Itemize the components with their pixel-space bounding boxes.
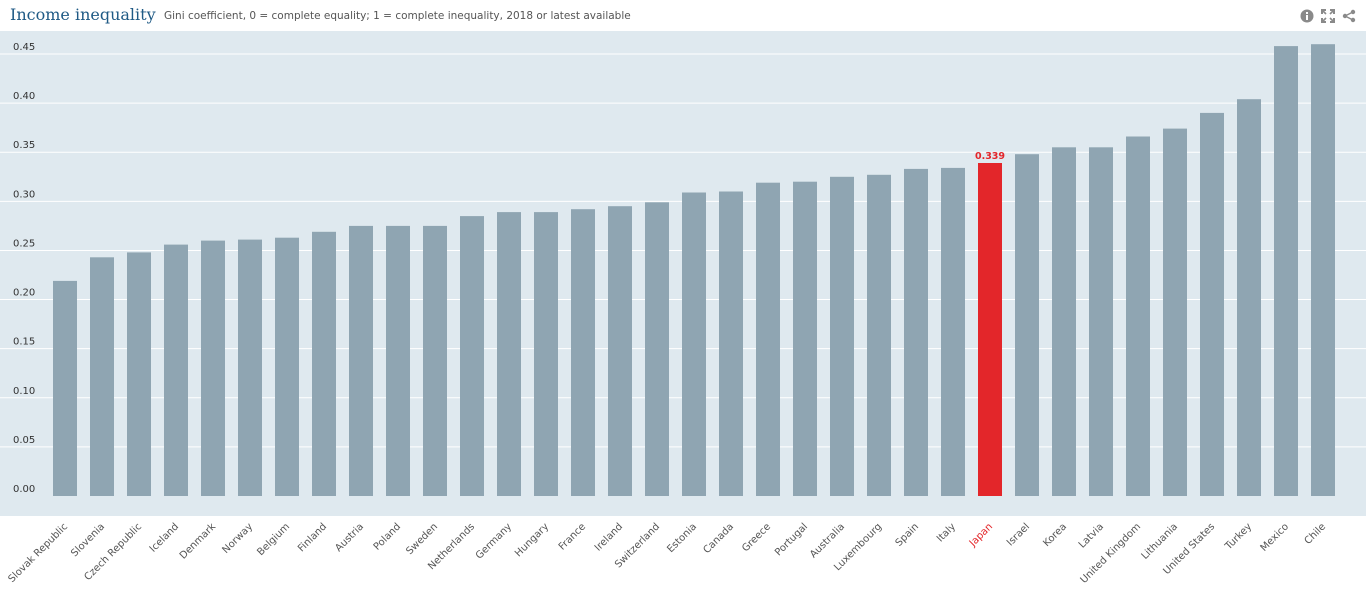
x-tick-label: Belgium: [255, 521, 292, 558]
x-tick-label: Ireland: [593, 521, 625, 553]
bar: [201, 240, 225, 496]
bar: [349, 225, 373, 496]
bar: [1274, 46, 1298, 496]
x-tick-label: Slovak Republic: [6, 521, 70, 585]
bar-chart: 0.00 0.05 0.10 0.15 0.20 0.25 0.30 0.35 0.40 0.45…: [0, 31, 1366, 586]
x-tick-label: Italy: [935, 521, 958, 544]
bar: [867, 174, 891, 497]
x-tick-label: Spain: [894, 521, 922, 549]
chart-toolbar: [1299, 8, 1356, 24]
bar: [312, 231, 336, 497]
info-icon[interactable]: [1299, 9, 1314, 24]
x-tick-label: Mexico: [1259, 521, 1291, 553]
x-tick-label: Australia: [808, 521, 847, 560]
bar: [1052, 147, 1076, 497]
x-tick-label: Sweden: [404, 521, 440, 557]
x-tick-label: Latvia: [1077, 521, 1106, 550]
bar: [793, 181, 817, 496]
x-tick-label: Canada: [701, 521, 736, 556]
x-tick-label: Japan: [967, 521, 995, 549]
bar: [571, 209, 595, 496]
chart-title: Income inequality: [10, 5, 156, 24]
y-tick-label: 0.45: [13, 42, 35, 53]
y-tick-label: 0.10: [13, 386, 35, 397]
x-tick-label: Austria: [333, 521, 366, 554]
x-tick-label: Estonia: [665, 521, 699, 555]
x-tick-label: Denmark: [178, 521, 218, 561]
x-tick-label: Iceland: [148, 521, 181, 554]
bar: [719, 191, 743, 496]
y-tick-label: 0.40: [13, 91, 35, 102]
chart-area: 0.00 0.05 0.10 0.15 0.20 0.25 0.30 0.35 0.40 0.45…: [0, 31, 1366, 591]
bar: [275, 237, 299, 496]
x-tick-label: Hungary: [513, 521, 551, 559]
bar: [756, 182, 780, 496]
x-tick-label: Germany: [474, 521, 514, 561]
bar: [90, 257, 114, 496]
bar: [497, 212, 521, 496]
fullscreen-icon[interactable]: [1320, 9, 1335, 24]
bar: [53, 280, 77, 496]
bar: [1089, 147, 1113, 497]
bar: [830, 176, 854, 497]
y-tick-label: 0.30: [13, 189, 35, 200]
data-label: 0.339: [975, 151, 1005, 162]
chart-header: Income inequality Gini coefficient, 0 = …: [0, 0, 1366, 31]
bar: [645, 202, 669, 497]
bar-highlight: [978, 163, 1002, 496]
y-tick-label: 0.35: [13, 140, 35, 151]
bar: [1163, 128, 1187, 496]
bar: [1237, 99, 1261, 496]
bar: [904, 168, 928, 496]
bar: [127, 252, 151, 496]
bar: [1200, 112, 1224, 497]
bar: [608, 206, 632, 496]
x-tick-label: Portugal: [773, 521, 810, 558]
x-tick-label: France: [557, 521, 588, 552]
x-tick-label: Chile: [1303, 521, 1328, 546]
bar: [1126, 136, 1150, 496]
share-icon[interactable]: [1341, 9, 1356, 24]
x-tick-label: Finland: [296, 521, 329, 554]
y-tick-label: 0.20: [13, 288, 35, 299]
x-tick-label: Poland: [372, 521, 403, 552]
x-tick-label: Israel: [1005, 521, 1032, 548]
bar: [682, 192, 706, 496]
bar: [534, 212, 558, 496]
x-tick-label: Slovenia: [69, 521, 107, 559]
bar: [941, 167, 965, 496]
bar: [1015, 154, 1039, 496]
x-tick-label: Korea: [1041, 521, 1069, 549]
y-tick-label: 0.05: [13, 435, 35, 446]
y-tick-label: 0.00: [13, 484, 35, 495]
bar: [423, 225, 447, 496]
x-tick-label: Greece: [740, 521, 773, 554]
y-tick-label: 0.25: [13, 238, 35, 249]
y-tick-label: 0.15: [13, 337, 35, 348]
x-tick-label: Norway: [221, 521, 256, 556]
x-tick-label: Turkey: [1223, 521, 1255, 553]
bar: [386, 225, 410, 496]
bar: [1311, 44, 1335, 496]
bar: [460, 216, 484, 496]
bar: [238, 239, 262, 496]
chart-subtitle: Gini coefficient, 0 = complete equality;…: [164, 10, 631, 22]
bar: [164, 244, 188, 496]
